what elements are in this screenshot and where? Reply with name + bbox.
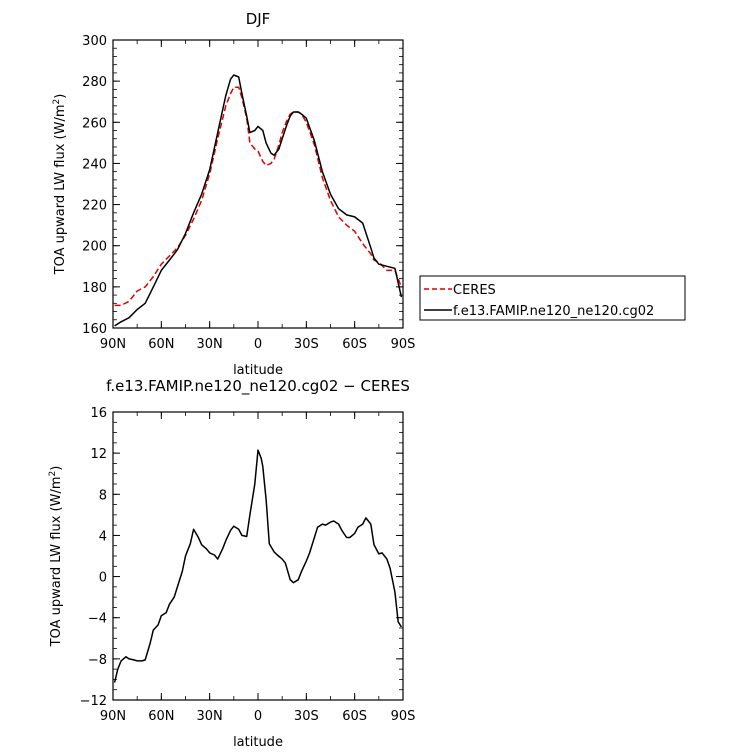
x-tick-label: 90S: [391, 709, 416, 724]
y-tick-label: 240: [82, 157, 107, 172]
legend-box: [419, 275, 686, 321]
bottom-y-axis-title-main: TOA upward LW flux (W/m: [49, 476, 64, 647]
x-tick-label: 60S: [342, 337, 367, 352]
legend-label-model: f.e13.FAMIP.ne120_ne120.cg02: [453, 304, 654, 319]
y-tick-label: 0: [99, 571, 107, 586]
x-tick-label: 60S: [342, 709, 367, 724]
top-panel: DJF 90N 60N 30N 0 30S 60S 90S 160 180 200 220 240 2…: [52, 10, 686, 378]
x-tick-label: 60N: [148, 337, 174, 352]
x-tick-label: 30N: [197, 709, 223, 724]
top-x-tick-labels: 90N 60N 30N 0 30S 60S 90S: [100, 337, 416, 352]
bottom-y-axis-title-close: ): [49, 466, 64, 471]
x-tick-label: 60N: [148, 709, 174, 724]
y-tick-label: 160: [82, 322, 107, 337]
y-tick-label: 16: [90, 406, 107, 421]
top-series: [114, 74, 403, 327]
bottom-panel: f.e13.FAMIP.ne120_ne120.cg02 − CERES 90N…: [48, 377, 415, 750]
y-tick-label: 260: [82, 116, 107, 131]
y-tick-label: −4: [88, 612, 107, 627]
y-tick-label: 220: [82, 199, 107, 214]
legend-label-ceres: CERES: [453, 283, 496, 298]
top-ticks: [112, 39, 404, 329]
y-tick-label: 12: [90, 447, 107, 462]
top-y-axis-title-main: TOA upward LW flux (W/m: [53, 104, 68, 275]
x-tick-label: 90N: [100, 709, 126, 724]
legend: CERES f.e13.FAMIP.ne120_ne120.cg02: [419, 275, 686, 321]
bottom-series: [113, 449, 403, 683]
y-tick-label: −8: [88, 653, 107, 668]
y-tick-label: 200: [82, 240, 107, 255]
series-line-ceres: [114, 86, 403, 307]
top-y-axis-title-close: ): [53, 94, 68, 99]
bottom-y-axis-title-superscript: 2: [48, 471, 58, 477]
top-y-tick-labels: 160 180 200 220 240 260 280 300: [82, 34, 107, 337]
bottom-x-tick-labels: 90N 60N 30N 0 30S 60S 90S: [100, 709, 416, 724]
bottom-y-axis-title: TOA upward LW flux (W/m2): [48, 466, 64, 648]
x-tick-label: 0: [254, 709, 262, 724]
y-tick-label: −12: [80, 694, 107, 709]
bottom-y-tick-labels: −12 −8 −4 0 4 8 12 16: [80, 406, 107, 709]
x-tick-label: 30S: [294, 709, 319, 724]
top-y-axis-title-superscript: 2: [52, 99, 62, 105]
y-tick-label: 180: [82, 281, 107, 296]
top-x-axis-title: latitude: [233, 363, 283, 378]
top-chart-title: DJF: [246, 10, 271, 28]
y-tick-label: 8: [99, 488, 107, 503]
x-tick-label: 90N: [100, 337, 126, 352]
y-tick-label: 300: [82, 34, 107, 49]
series-line-model: [114, 74, 403, 327]
x-tick-label: 0: [254, 337, 262, 352]
bottom-chart-title: f.e13.FAMIP.ne120_ne120.cg02 − CERES: [106, 377, 410, 396]
y-tick-label: 280: [82, 75, 107, 90]
bottom-plot-frame: [112, 411, 404, 701]
x-tick-label: 30S: [294, 337, 319, 352]
series-line-difference: [113, 449, 403, 683]
top-plot-frame: [112, 39, 404, 329]
x-tick-label: 90S: [391, 337, 416, 352]
top-y-axis-title: TOA upward LW flux (W/m2): [52, 94, 68, 276]
x-tick-label: 30N: [197, 337, 223, 352]
y-tick-label: 4: [99, 529, 107, 544]
bottom-x-axis-title: latitude: [233, 735, 283, 750]
